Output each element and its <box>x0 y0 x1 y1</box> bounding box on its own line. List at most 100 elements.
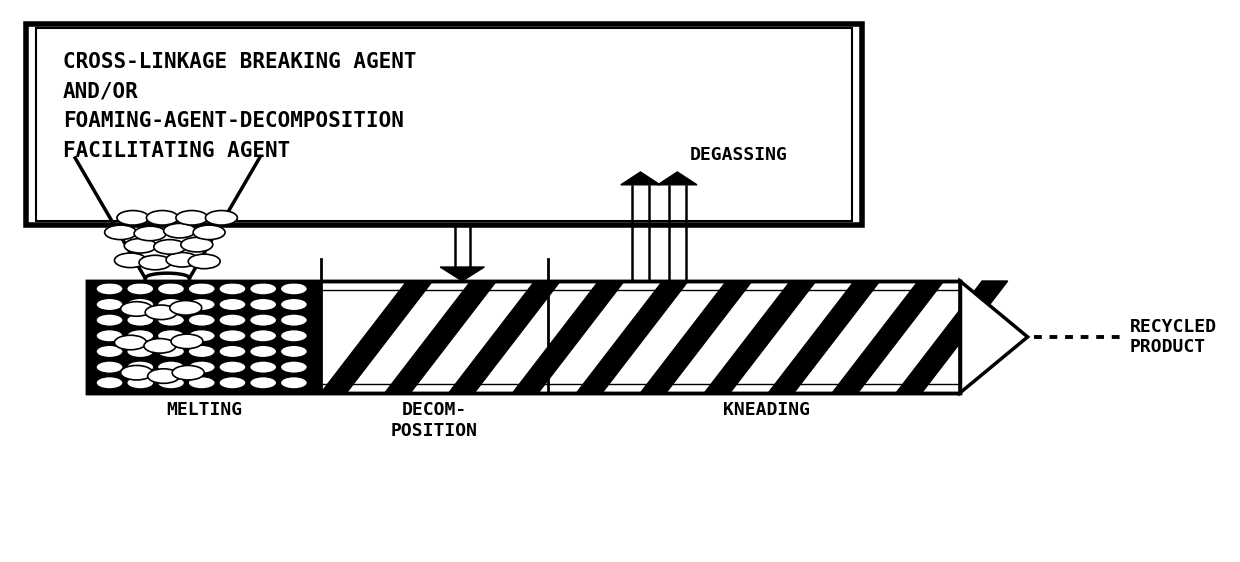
Circle shape <box>188 254 221 269</box>
Circle shape <box>188 377 216 389</box>
Circle shape <box>126 345 154 357</box>
Circle shape <box>188 330 216 342</box>
Circle shape <box>148 369 180 383</box>
Circle shape <box>95 298 123 311</box>
Circle shape <box>120 302 153 316</box>
Circle shape <box>95 314 123 327</box>
Bar <box>88 281 960 393</box>
Circle shape <box>171 334 203 348</box>
Text: MELTING: MELTING <box>166 401 242 419</box>
Circle shape <box>95 283 123 295</box>
Bar <box>88 281 960 393</box>
Circle shape <box>104 225 136 239</box>
Polygon shape <box>657 172 697 185</box>
Bar <box>26 24 862 225</box>
Circle shape <box>219 361 246 373</box>
Polygon shape <box>641 281 753 393</box>
Circle shape <box>219 345 246 357</box>
Circle shape <box>134 226 166 241</box>
Polygon shape <box>769 281 880 393</box>
Circle shape <box>188 283 216 295</box>
Circle shape <box>188 345 216 357</box>
Circle shape <box>193 225 226 239</box>
Circle shape <box>249 377 277 389</box>
Circle shape <box>95 361 123 373</box>
Circle shape <box>154 239 186 254</box>
Bar <box>321 281 960 393</box>
Polygon shape <box>384 281 496 393</box>
Polygon shape <box>832 281 944 393</box>
Circle shape <box>95 377 123 389</box>
Circle shape <box>146 211 179 225</box>
Circle shape <box>188 298 216 311</box>
Circle shape <box>126 377 154 389</box>
Circle shape <box>172 365 205 380</box>
Text: KNEADING: KNEADING <box>723 401 810 419</box>
Circle shape <box>219 283 246 295</box>
Circle shape <box>280 377 308 389</box>
Circle shape <box>157 283 185 295</box>
Circle shape <box>188 361 216 373</box>
Polygon shape <box>512 281 624 393</box>
Polygon shape <box>960 281 1028 393</box>
Circle shape <box>219 377 246 389</box>
Polygon shape <box>321 281 433 393</box>
Circle shape <box>280 345 308 357</box>
Circle shape <box>157 345 185 357</box>
Circle shape <box>280 330 308 342</box>
Circle shape <box>126 330 154 342</box>
Circle shape <box>117 211 149 225</box>
Circle shape <box>120 365 153 380</box>
Circle shape <box>114 253 146 268</box>
Circle shape <box>249 345 277 357</box>
Text: RECYCLED
PRODUCT: RECYCLED PRODUCT <box>1130 318 1216 356</box>
Bar <box>88 281 960 393</box>
Polygon shape <box>577 281 688 393</box>
Circle shape <box>164 224 196 238</box>
Circle shape <box>157 298 185 311</box>
Bar <box>88 281 321 393</box>
Circle shape <box>126 361 154 373</box>
Circle shape <box>249 314 277 327</box>
Polygon shape <box>621 172 660 185</box>
Circle shape <box>144 338 176 353</box>
Circle shape <box>95 330 123 342</box>
Circle shape <box>176 211 208 225</box>
Circle shape <box>157 361 185 373</box>
Bar <box>36 28 852 221</box>
Circle shape <box>166 252 198 267</box>
Text: DECOM-
POSITION: DECOM- POSITION <box>391 401 479 440</box>
Circle shape <box>280 298 308 311</box>
Polygon shape <box>440 267 485 281</box>
Circle shape <box>280 314 308 327</box>
Circle shape <box>280 283 308 295</box>
Polygon shape <box>449 281 560 393</box>
Circle shape <box>126 314 154 327</box>
Circle shape <box>181 237 213 252</box>
Circle shape <box>249 283 277 295</box>
Circle shape <box>249 330 277 342</box>
Text: DEGASSING: DEGASSING <box>689 146 787 164</box>
Text: CROSS-LINKAGE BREAKING AGENT
AND/OR
FOAMING-AGENT-DECOMPOSITION
FACILITATING AGE: CROSS-LINKAGE BREAKING AGENT AND/OR FOAM… <box>63 52 417 161</box>
Circle shape <box>126 283 154 295</box>
Circle shape <box>124 238 156 253</box>
Circle shape <box>157 330 185 342</box>
Circle shape <box>139 255 171 270</box>
Circle shape <box>280 361 308 373</box>
Circle shape <box>157 314 185 327</box>
Circle shape <box>206 211 237 225</box>
Circle shape <box>219 330 246 342</box>
Circle shape <box>188 314 216 327</box>
Circle shape <box>170 301 202 315</box>
Circle shape <box>126 298 154 311</box>
Circle shape <box>219 314 246 327</box>
Circle shape <box>145 305 177 320</box>
Polygon shape <box>897 281 1008 393</box>
Circle shape <box>219 298 246 311</box>
Circle shape <box>249 298 277 311</box>
Circle shape <box>249 361 277 373</box>
Circle shape <box>95 345 123 357</box>
Circle shape <box>114 336 146 350</box>
Polygon shape <box>704 281 816 393</box>
Circle shape <box>157 377 185 389</box>
